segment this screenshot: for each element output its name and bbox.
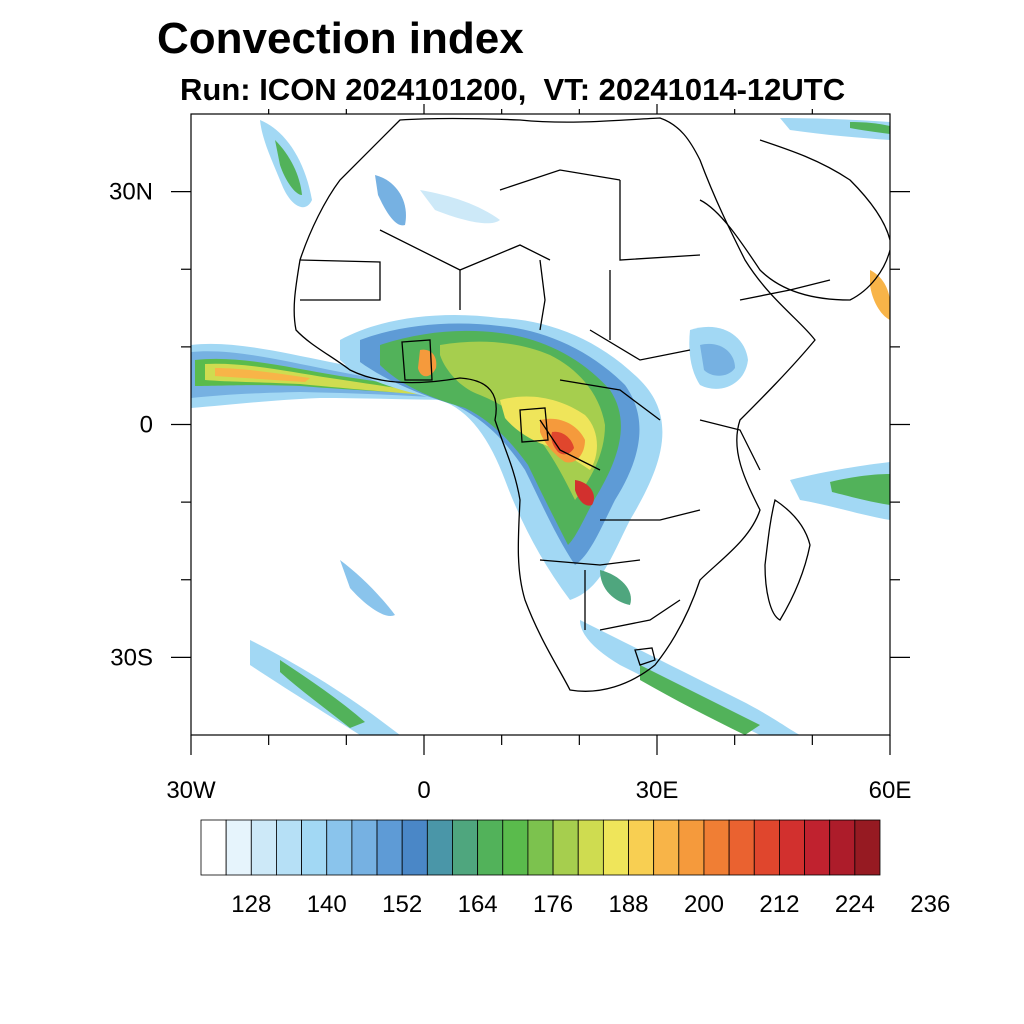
colorbar-swatch [351,819,378,876]
colorbar-swatch [628,819,655,876]
colorbar-swatch [703,819,730,876]
colorbar [200,819,881,876]
colorbar-swatch [301,819,328,876]
colorbar-swatch [779,819,805,876]
colorbar-swatch [502,819,529,876]
colorbar-swatch [452,819,479,876]
colorbar-swatch [326,819,353,876]
lon-label: 0 [417,777,430,804]
chart-title: Convection index [157,14,524,63]
colorbar-swatch [527,819,554,876]
colorbar-swatch [728,819,755,876]
colorbar-labels: 128 140 152 164 176 188 200 212 224 236 [231,891,950,918]
colorbar-tick-label: 176 [533,891,573,918]
colorbar-swatch [829,819,856,876]
latitude-labels: 30N 0 30S [109,179,153,672]
colorbar-tick-label: 236 [910,891,950,918]
colorbar-swatch [376,819,403,876]
colorbar-swatch [804,819,831,876]
colorbar-swatch [225,819,252,876]
axis-ticks [171,104,910,755]
colorbar-swatch [552,819,579,876]
colorbar-tick-label: 212 [759,891,799,918]
colorbar-swatch [426,819,453,876]
lon-label: 60E [869,777,912,804]
colorbar-tick-label: 128 [231,891,271,918]
colorbar-tick-label: 140 [307,891,347,918]
lon-label: 30E [636,777,679,804]
colorbar-tick-label: 152 [382,891,422,918]
lat-label: 0 [140,412,153,439]
convection-field [191,118,890,735]
colorbar-swatch [602,819,629,876]
lon-label: 30W [166,777,216,804]
colorbar-tick-label: 200 [684,891,724,918]
colorbar-tick-label: 188 [608,891,648,918]
lat-label: 30S [110,644,153,671]
colorbar-swatch [653,819,680,876]
coastlines-borders [293,117,890,692]
colorbar-swatch [854,819,881,876]
colorbar-swatch [678,819,705,876]
colorbar-tick-label: 164 [458,891,498,918]
colorbar-swatch [200,819,227,876]
colorbar-swatch [477,819,504,876]
colorbar-swatch [401,819,428,876]
chart-subtitle: Run: ICON 2024101200, VT: 20241014-12UTC [180,72,846,107]
colorbar-swatch [250,819,277,876]
colorbar-tick-label: 224 [835,891,875,918]
colorbar-swatch [577,819,604,876]
colorbar-swatch [276,819,302,876]
lat-label: 30N [109,179,153,206]
longitude-labels: 30W 0 30E 60E [166,777,911,804]
colorbar-swatch [753,819,780,876]
